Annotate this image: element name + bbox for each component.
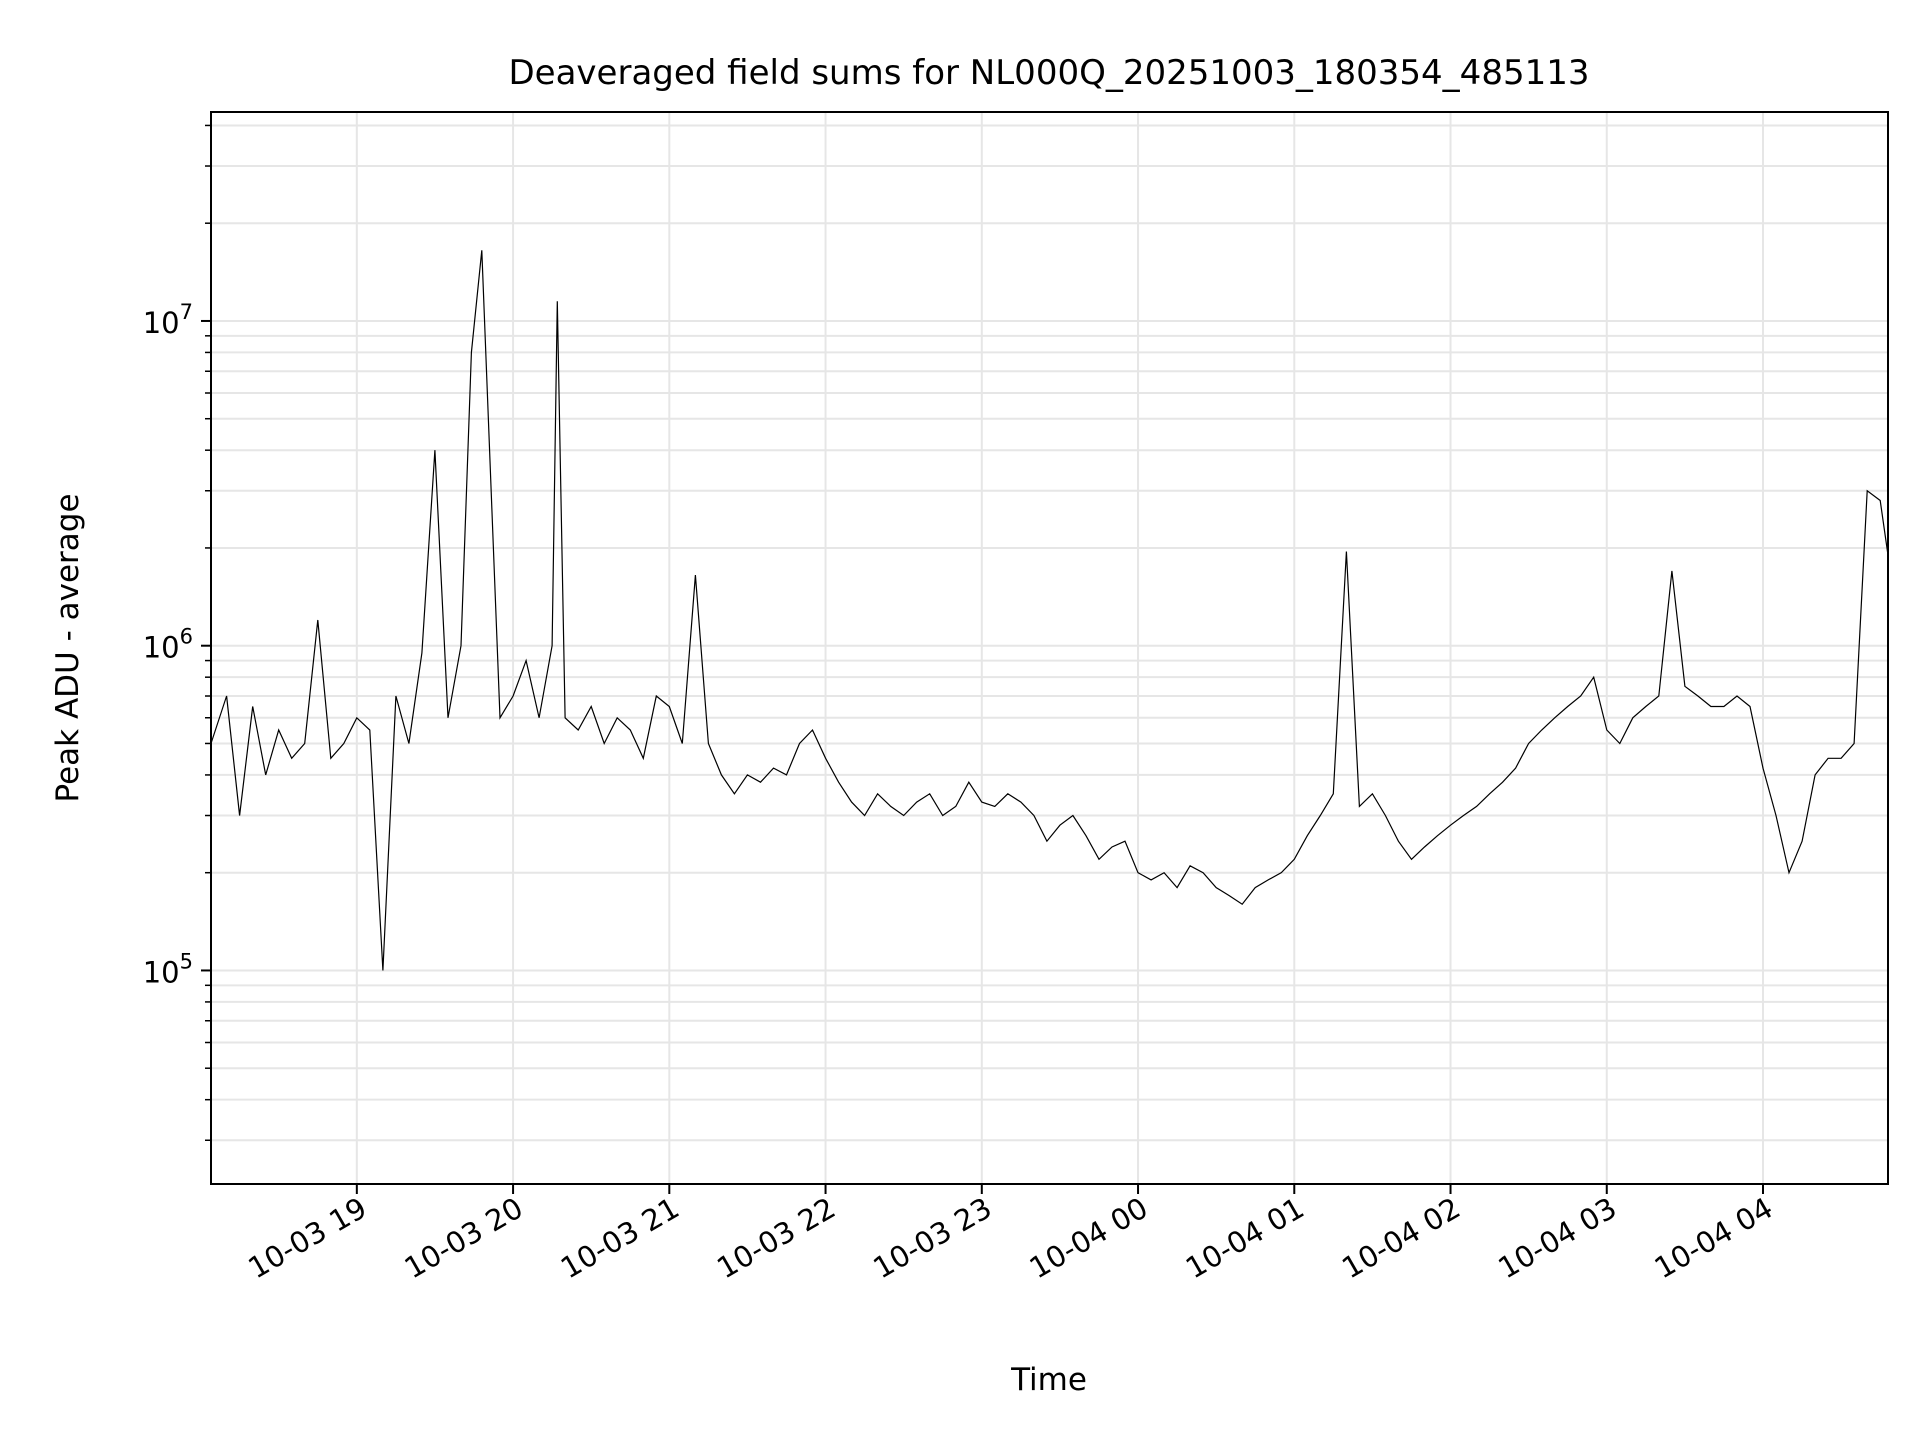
series-line xyxy=(211,250,1888,971)
chart-title: Deaveraged field sums for NL000Q_2025100… xyxy=(509,53,1590,93)
y-tick-label: 105 xyxy=(143,949,193,989)
y-axis: 105 106 107 xyxy=(143,124,211,1142)
x-axis-label: Time xyxy=(1010,1362,1087,1398)
y-tick-label: 106 xyxy=(143,625,193,665)
plot-frame xyxy=(210,111,1889,1185)
y-tick-label: 107 xyxy=(143,300,193,340)
grid xyxy=(211,112,1888,1184)
y-axis-label: Peak ADU - average xyxy=(50,493,86,802)
